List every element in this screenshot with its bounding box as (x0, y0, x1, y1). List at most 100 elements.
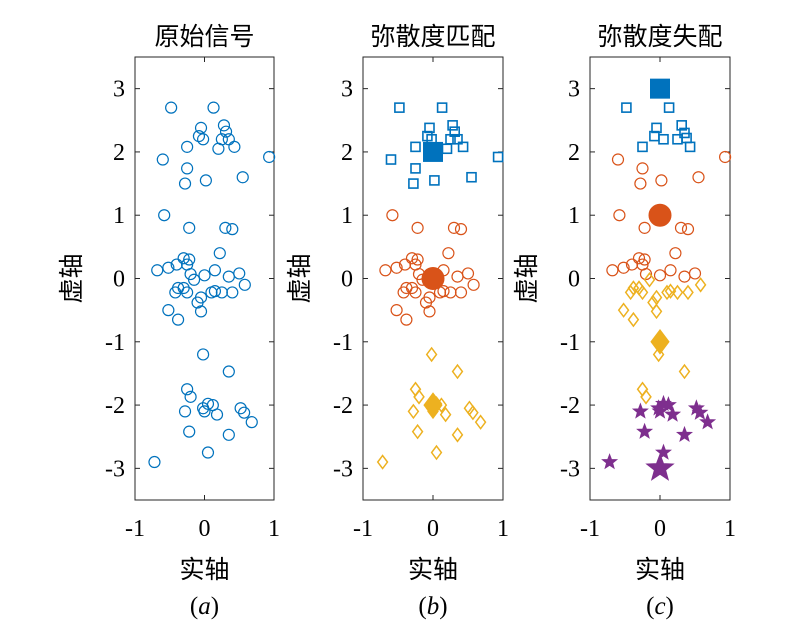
diamond-marker (463, 400, 476, 416)
x-tick-label: 1 (724, 516, 736, 542)
circle-marker (151, 264, 164, 277)
y-tick-label: -1 (333, 330, 353, 356)
circle-marker (198, 405, 211, 418)
diamond-marker (661, 284, 673, 301)
x-tick-label: 1 (497, 516, 509, 542)
square-marker (637, 141, 648, 153)
circle-marker (379, 264, 392, 277)
diamond-marker (627, 311, 640, 328)
circle-marker (181, 383, 194, 396)
y-tick-label: -1 (105, 330, 125, 356)
circle-marker (238, 278, 251, 291)
y-tick-label: 0 (113, 267, 125, 293)
circle-marker (398, 258, 412, 271)
diamond-marker (647, 294, 659, 311)
star-marker (655, 443, 672, 460)
diamond-marker (671, 284, 684, 301)
chart-title: 原始信号 (154, 22, 254, 51)
circle-marker (688, 267, 702, 280)
circle-marker (653, 269, 667, 282)
centroid-circle-marker (648, 203, 672, 227)
y-tick-label: 2 (568, 140, 580, 166)
circle-marker (194, 121, 208, 134)
circle-marker (187, 273, 201, 286)
diamond-marker (413, 389, 425, 405)
y-tick-label: 0 (568, 267, 580, 293)
circle-marker (664, 264, 677, 277)
x-tick-label: -1 (580, 516, 600, 542)
square-marker (676, 120, 688, 131)
circle-marker (156, 153, 169, 166)
panel-letter: (a) (190, 593, 219, 620)
circle-marker (461, 267, 475, 280)
circle-marker (233, 267, 246, 280)
y-tick-label: 1 (568, 203, 580, 229)
square-marker (429, 175, 440, 186)
circle-marker (451, 270, 464, 283)
circle-marker (228, 140, 241, 153)
circle-marker (170, 258, 183, 271)
circle-marker (177, 252, 190, 265)
diamond-marker (474, 414, 487, 430)
y-tick-label: 2 (341, 140, 353, 166)
circle-marker (210, 408, 224, 421)
circle-marker (148, 455, 161, 469)
circle-marker (625, 258, 639, 271)
circle-marker (222, 428, 235, 441)
circle-marker (678, 270, 691, 283)
circle-marker (171, 313, 185, 326)
y-axis-label: 虚轴 (285, 253, 314, 303)
star-marker (664, 405, 682, 422)
circle-marker (454, 223, 468, 236)
centroid-diamond-marker (423, 392, 443, 418)
diamond-marker (664, 283, 677, 299)
y-tick-label: 3 (568, 77, 580, 103)
y-tick-label: 1 (341, 203, 353, 229)
diamond-marker (430, 444, 443, 461)
diamond-marker (650, 289, 663, 306)
centroid-square-marker (423, 141, 443, 162)
circle-marker (199, 174, 212, 187)
circle-marker (613, 209, 626, 222)
circle-marker (169, 286, 182, 299)
circle-marker (669, 247, 682, 260)
square-marker (441, 143, 453, 155)
circle-marker (165, 101, 178, 114)
circle-marker (222, 133, 235, 146)
diamond-marker (694, 277, 707, 293)
square-marker (663, 102, 675, 113)
square-marker (621, 102, 632, 113)
circle-marker (198, 269, 211, 282)
circle-marker (263, 150, 276, 164)
diamond-marker (451, 363, 464, 380)
diamond-marker (636, 284, 649, 301)
diamond-marker (617, 302, 630, 318)
circle-marker (386, 209, 399, 222)
x-axis-label: 实轴 (408, 555, 458, 584)
circle-marker (245, 416, 258, 429)
circle-marker (226, 286, 239, 299)
circle-marker (236, 171, 249, 184)
square-marker (658, 133, 669, 145)
circle-marker (226, 223, 239, 236)
square-marker (452, 133, 463, 145)
y-tick-label: 2 (113, 140, 125, 166)
chart-title: 弥散度匹配 (370, 22, 495, 51)
centroid-star-marker (645, 452, 675, 481)
circle-marker (238, 406, 251, 419)
diamond-marker (640, 389, 652, 405)
y-tick-label: -3 (333, 456, 353, 482)
circle-marker (162, 304, 175, 317)
circle-marker (194, 305, 208, 318)
diamond-marker (643, 272, 656, 288)
x-tick-label: 0 (199, 516, 211, 542)
circle-marker (213, 247, 226, 260)
circle-marker (201, 446, 215, 459)
circle-marker (632, 252, 646, 265)
circle-marker (184, 390, 197, 403)
circle-marker (617, 261, 630, 274)
diamond-marker (624, 284, 637, 301)
square-marker (466, 171, 477, 183)
